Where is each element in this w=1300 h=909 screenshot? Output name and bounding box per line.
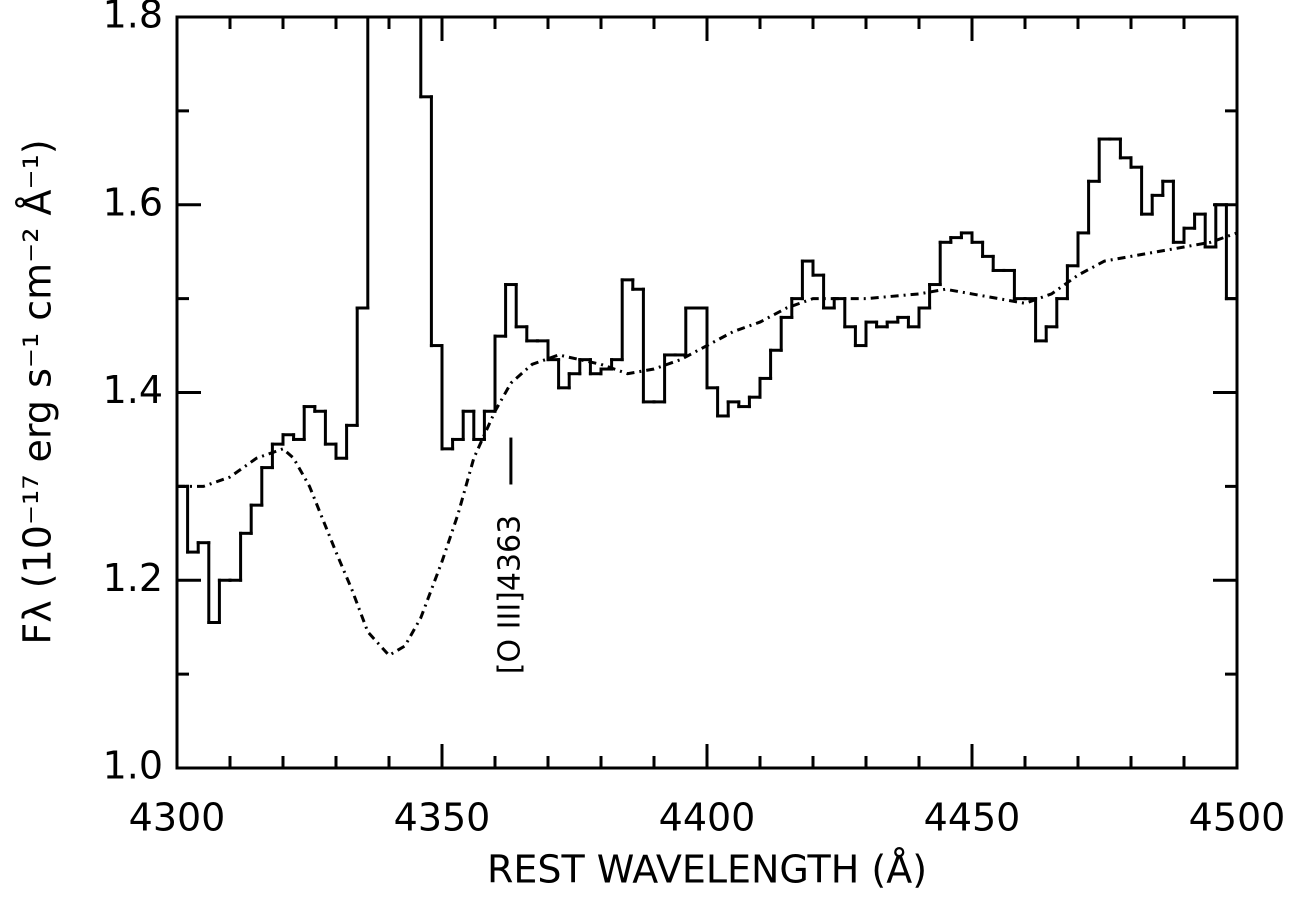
plot-area [177,17,1237,658]
x-tick-label: 4300 [129,796,226,840]
x-tick-label: 4350 [394,796,491,840]
x-tick-label: 4400 [659,796,756,840]
y-tick-label: 1.4 [103,368,163,412]
y-tick-label: 1.6 [103,180,163,224]
y-tick-label: 1.8 [103,0,163,37]
model-line [177,231,1237,658]
x-tick-label: 4500 [1189,796,1286,840]
x-tick-label: 4450 [924,796,1021,840]
plot-frame [175,15,1239,770]
annotation-label: [O III]4363 [492,515,527,674]
x-axis-label: REST WAVELENGTH (Å) [487,848,927,892]
y-axis-label: Fλ (10⁻¹⁷ erg s⁻¹ cm⁻² Å⁻¹) [16,139,60,644]
y-tick-label: 1.2 [103,556,163,600]
y-tick-label: 1.0 [103,744,163,788]
